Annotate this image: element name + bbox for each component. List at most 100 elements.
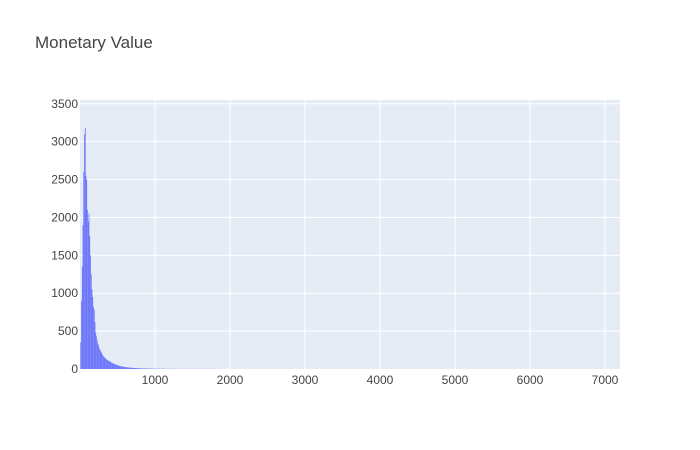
histogram-bar — [106, 359, 108, 369]
histogram-bar — [108, 361, 110, 369]
histogram-bar — [116, 364, 118, 369]
histogram-bar — [122, 366, 124, 369]
histogram-bar — [97, 343, 99, 369]
histogram-bar — [126, 367, 127, 369]
histogram-bar — [86, 179, 88, 369]
histogram-bar — [135, 368, 136, 369]
histogram-bar — [133, 367, 135, 369]
y-tick-label: 2000 — [51, 210, 78, 224]
histogram-bar — [101, 353, 103, 369]
histogram-bar — [143, 368, 145, 369]
x-tick-label: 7000 — [592, 373, 619, 387]
y-tick-label: 1500 — [51, 248, 78, 262]
histogram-bar — [102, 354, 103, 369]
y-tick-label: 2500 — [51, 173, 78, 187]
histogram-bar — [120, 366, 121, 369]
y-tick-label: 500 — [58, 324, 78, 338]
histogram-bar — [138, 368, 140, 369]
histogram-bar — [119, 365, 121, 369]
histogram-bar — [109, 361, 111, 369]
histogram-bar — [111, 362, 113, 369]
histogram-bar — [85, 175, 87, 369]
y-tick-label: 0 — [71, 362, 78, 376]
histogram-bar — [117, 365, 118, 369]
histogram-bar — [140, 368, 142, 369]
histogram-bar — [84, 134, 85, 369]
histogram-bar — [132, 367, 133, 369]
histogram-bar — [99, 348, 100, 369]
histogram-bar — [127, 367, 129, 369]
histogram-bar — [108, 360, 109, 369]
x-tick-label: 1000 — [142, 373, 169, 387]
histogram-bar — [113, 363, 115, 369]
histogram-bar — [134, 368, 136, 369]
x-tick-label: 4000 — [367, 373, 394, 387]
histogram-bar — [110, 362, 112, 369]
histogram-bar — [132, 367, 134, 369]
x-tick-label: 2000 — [217, 373, 244, 387]
histogram-bar — [114, 363, 115, 369]
histogram-bar — [124, 367, 126, 369]
histogram-bar — [138, 368, 139, 369]
histogram-bar — [87, 221, 89, 369]
histogram-bar — [90, 255, 91, 369]
histogram-bar — [107, 360, 109, 369]
histogram-bar — [123, 366, 125, 369]
y-axis-ticks: 0 500 1000 1500 2000 2500 3000 3500 — [51, 97, 78, 376]
histogram-bar — [93, 309, 95, 369]
chart-title: Monetary Value — [35, 33, 153, 52]
histogram-bar — [81, 300, 82, 369]
histogram-bar — [93, 306, 94, 369]
histogram-bar — [81, 266, 83, 369]
histogram-bar — [84, 128, 86, 369]
histogram-bar — [90, 274, 92, 369]
bar-series — [80, 128, 216, 369]
histogram-bar — [125, 367, 127, 369]
histogram-bar — [120, 366, 122, 369]
histogram-bar — [96, 336, 97, 369]
histogram-bar — [92, 297, 94, 369]
histogram-bar — [115, 364, 117, 369]
x-axis-ticks: 1000 2000 3000 4000 5000 6000 7000 — [142, 373, 619, 387]
plot-background — [80, 100, 620, 369]
histogram-bar — [87, 209, 88, 369]
histogram-bar — [94, 322, 96, 369]
histogram-bar — [144, 368, 145, 369]
histogram-bar — [114, 364, 116, 369]
histogram-bar — [137, 368, 139, 369]
histogram-bar — [82, 225, 84, 369]
histogram-bar — [100, 351, 102, 369]
histogram-bar — [130, 367, 132, 369]
histogram-bar — [117, 365, 119, 369]
y-tick-label: 3500 — [51, 97, 78, 111]
histogram-bar — [88, 213, 90, 369]
histogram-bar — [128, 367, 130, 369]
histogram-bar — [136, 368, 138, 369]
histogram-bar — [98, 346, 100, 369]
histogram-bar — [99, 350, 101, 369]
histogram-bar — [141, 368, 143, 369]
x-tick-label: 6000 — [517, 373, 544, 387]
y-tick-label: 1000 — [51, 286, 78, 300]
x-tick-label: 5000 — [442, 373, 469, 387]
y-tick-label: 3000 — [51, 135, 78, 149]
histogram-bar — [135, 368, 137, 369]
histogram-bar — [105, 359, 107, 369]
histogram-bar — [139, 368, 141, 369]
histogram-bar — [141, 368, 142, 369]
x-tick-label: 3000 — [292, 373, 319, 387]
histogram-bar — [111, 362, 112, 369]
histogram-bar — [118, 365, 120, 369]
histogram-bar — [102, 356, 104, 369]
histogram-bar — [129, 367, 131, 369]
histogram-bar — [144, 368, 146, 369]
histogram-bar — [91, 289, 93, 369]
histogram-bar — [80, 342, 82, 369]
histogram-bar — [126, 367, 128, 369]
histogram-bar — [112, 363, 114, 369]
histogram-bar — [95, 332, 97, 369]
histogram-bar — [104, 357, 106, 369]
histogram-bar — [129, 367, 130, 369]
